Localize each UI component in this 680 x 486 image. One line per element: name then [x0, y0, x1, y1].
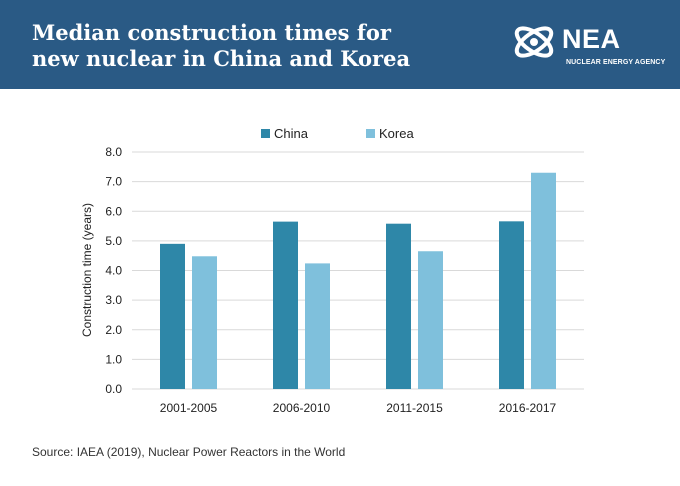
legend-label-china: China	[274, 126, 309, 141]
y-axis-title: Construction time (years)	[80, 203, 94, 337]
x-category-label: 2011-2015	[386, 401, 443, 415]
nea-logo: NEA NUCLEAR ENERGY AGENCY	[510, 14, 670, 76]
y-tick-label: 0.0	[105, 382, 122, 396]
bar-china-2011-2015	[386, 223, 411, 389]
y-tick-label: 2.0	[105, 323, 122, 337]
legend-swatch-china	[261, 129, 270, 138]
source-note: Source: IAEA (2019), Nuclear Power React…	[32, 445, 346, 459]
bar-korea-2006-2010	[305, 263, 330, 389]
title-line-1: Median construction times for	[32, 20, 391, 45]
x-category-label: 2016-2017	[499, 401, 557, 415]
y-tick-label: 7.0	[105, 175, 122, 189]
y-tick-labels: 0.0 1.0 2.0 3.0 4.0 5.0 6.0 7.0 8.0	[105, 145, 122, 396]
y-tick-label: 1.0	[105, 352, 122, 366]
bar-china-2001-2005	[160, 243, 185, 389]
y-tick-label: 3.0	[105, 293, 122, 307]
legend: China Korea	[261, 126, 414, 141]
nea-atom-icon	[514, 26, 554, 58]
y-tick-label: 4.0	[105, 264, 122, 278]
legend-swatch-korea	[366, 129, 375, 138]
logo-subtext: NUCLEAR ENERGY AGENCY	[566, 59, 666, 66]
x-category-label: 2006-2010	[273, 401, 331, 415]
y-tick-label: 8.0	[105, 145, 122, 159]
bar-korea-2001-2005	[192, 256, 217, 389]
bars	[160, 172, 556, 389]
logo-text: NEA	[562, 24, 621, 54]
bar-korea-2016-2017	[531, 172, 556, 389]
y-tick-label: 6.0	[105, 204, 122, 218]
x-category-labels: 2001-2005 2006-2010 2011-2015 2016-2017	[160, 401, 557, 415]
bar-china-2006-2010	[273, 221, 298, 389]
header-banner: Median construction times for new nuclea…	[0, 0, 680, 89]
title-line-2: new nuclear in China and Korea	[32, 46, 411, 71]
y-tick-label: 5.0	[105, 234, 122, 248]
legend-label-korea: Korea	[379, 126, 414, 141]
bar-korea-2011-2015	[418, 251, 443, 389]
chart-title: Median construction times for new nuclea…	[32, 20, 410, 72]
x-category-label: 2001-2005	[160, 401, 218, 415]
bar-china-2016-2017	[499, 221, 524, 389]
